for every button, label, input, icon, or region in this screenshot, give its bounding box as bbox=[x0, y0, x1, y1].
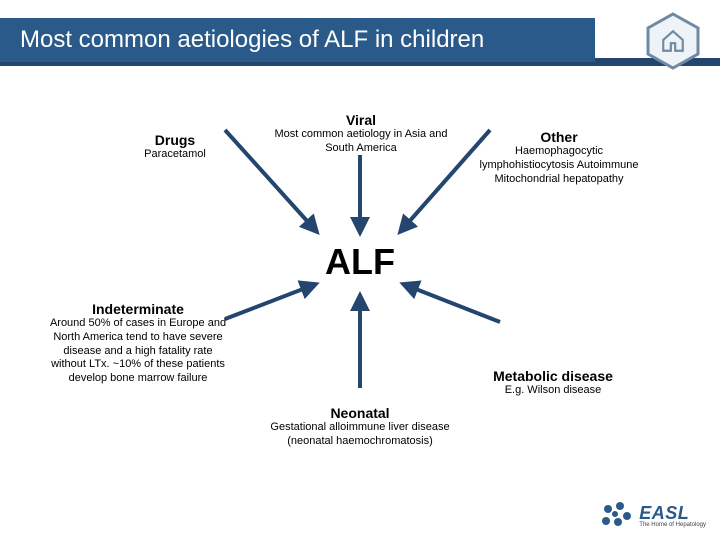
home-icon bbox=[660, 28, 686, 54]
logo-tagline: The Home of Hepatology bbox=[639, 522, 706, 528]
node-indeterminate: IndeterminateAround 50% of cases in Euro… bbox=[48, 301, 228, 386]
node-metabolic: Metabolic diseaseE.g. Wilson disease bbox=[468, 368, 638, 398]
center-label: ALF bbox=[325, 241, 395, 283]
node-drugs-text: Paracetamol bbox=[115, 148, 235, 162]
title-bar-wrap: Most common aetiologies of ALF in childr… bbox=[0, 18, 720, 64]
node-other-heading: Other bbox=[475, 129, 643, 145]
node-indeterminate-heading: Indeterminate bbox=[48, 301, 228, 317]
arrow bbox=[403, 284, 500, 322]
footer-logo: EASL The Home of Hepatology bbox=[599, 500, 706, 530]
logo-brand: EASL bbox=[639, 503, 689, 523]
node-viral-text: Most common aetiology in Asia and South … bbox=[272, 128, 450, 156]
logo-text: EASL The Home of Hepatology bbox=[639, 503, 706, 528]
node-drugs: DrugsParacetamol bbox=[115, 132, 235, 162]
diagram-area: ALF ViralMost common aetiology in Asia a… bbox=[0, 80, 720, 500]
node-other: OtherHaemophagocytic lymphohistiocytosis… bbox=[475, 129, 643, 186]
logo-mark-icon bbox=[599, 500, 633, 530]
node-other-text: Haemophagocytic lymphohistiocytosis Auto… bbox=[475, 145, 643, 186]
node-metabolic-heading: Metabolic disease bbox=[468, 368, 638, 384]
node-viral-heading: Viral bbox=[272, 112, 450, 128]
node-indeterminate-text: Around 50% of cases in Europe and North … bbox=[48, 317, 228, 386]
node-neonatal-text: Gestational alloimmune liver disease (ne… bbox=[266, 421, 454, 449]
home-badge[interactable] bbox=[644, 12, 702, 70]
node-drugs-heading: Drugs bbox=[115, 132, 235, 148]
arrow bbox=[225, 284, 316, 319]
title-bar: Most common aetiologies of ALF in childr… bbox=[0, 18, 595, 62]
slide: Most common aetiologies of ALF in childr… bbox=[0, 0, 720, 540]
node-viral: ViralMost common aetiology in Asia and S… bbox=[272, 112, 450, 156]
node-neonatal-heading: Neonatal bbox=[266, 405, 454, 421]
node-metabolic-text: E.g. Wilson disease bbox=[468, 384, 638, 398]
node-neonatal: NeonatalGestational alloimmune liver dis… bbox=[266, 405, 454, 449]
page-title: Most common aetiologies of ALF in childr… bbox=[20, 26, 484, 54]
